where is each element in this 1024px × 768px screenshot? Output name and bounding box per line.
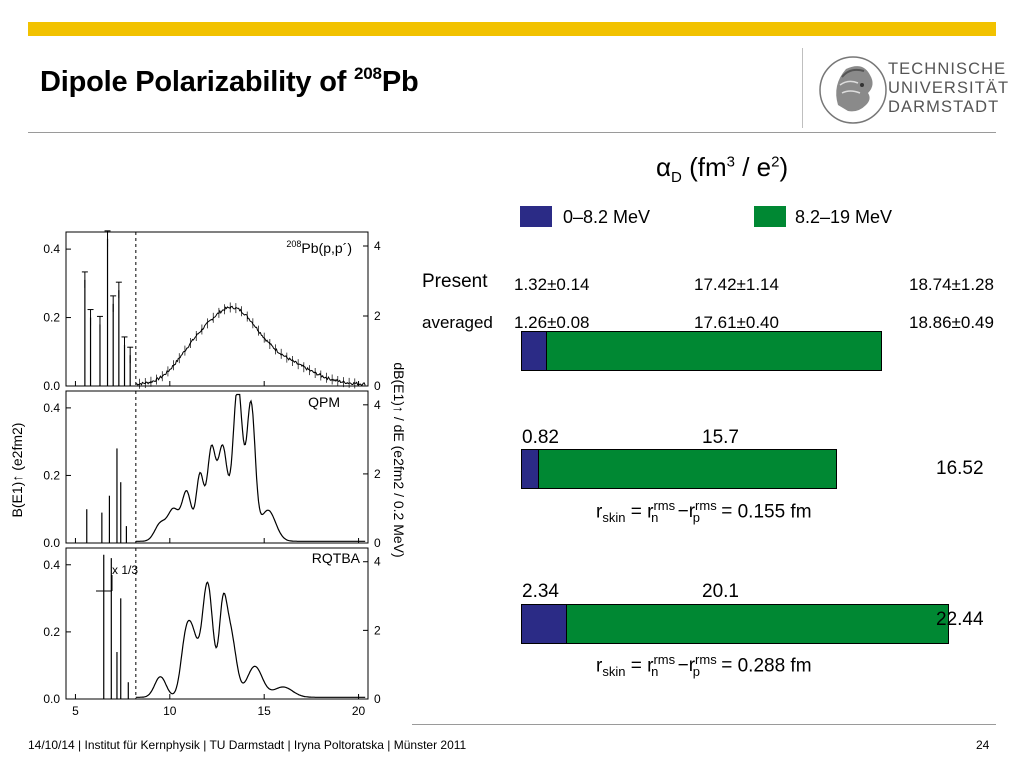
- panel-frame: [65, 231, 369, 387]
- legend-swatch-low: [520, 206, 552, 227]
- e1-strength-spectrum-figure: 0.0 0.2 0.4 0 2 4 0.0 0.2 0.4 0 2 4 0.0 0.2 0.4 0 2 4 208P…: [9, 230, 407, 718]
- averaged-bar: [521, 331, 882, 371]
- right-tick-label: 0: [374, 692, 381, 706]
- left-tick-label: 0.2: [43, 311, 60, 325]
- right-tick-label: 4: [374, 398, 381, 412]
- panel-label-rqtba: RQTBA: [312, 550, 361, 566]
- averaged-low-value: 1.26±0.08: [514, 313, 590, 332]
- qpm-low-label: 0.82: [522, 427, 559, 448]
- tu-darmstadt-wordmark: TECHNISCHE UNIVERSITÄT DARMSTADT: [888, 60, 1010, 116]
- x-tick-label: 5: [72, 704, 79, 718]
- panel-frame: [65, 390, 369, 544]
- accent-bar: [28, 22, 996, 36]
- right-tick-label: 0: [374, 379, 381, 393]
- right-tick-label: 0: [374, 536, 381, 550]
- rqtba-total-label: 22.44: [936, 609, 984, 630]
- present-label: Present: [422, 271, 488, 292]
- averaged-bar-high-segment: [545, 332, 881, 370]
- panel-label-qpm: QPM: [308, 394, 340, 410]
- x-tick-label: 10: [163, 704, 177, 718]
- present-high-value: 17.42±1.14: [694, 275, 779, 294]
- strength-curve: [135, 581, 366, 698]
- present-low-value: 1.32±0.14: [514, 275, 590, 294]
- right-tick-label: 4: [374, 239, 381, 253]
- qpm-bar-low-segment: [522, 450, 538, 488]
- present-total-value: 18.74±1.28: [909, 275, 994, 294]
- rqtba-high-label: 20.1: [702, 581, 739, 602]
- averaged-high-value: 17.61±0.40: [694, 313, 779, 332]
- scale-annotation: x 1/3: [112, 563, 138, 577]
- slide-title: Dipole Polarizability of 208Pb: [40, 64, 419, 98]
- right-tick-label: 2: [374, 309, 381, 323]
- qpm-bar-high-segment: [537, 450, 836, 488]
- legend-swatch-high: [754, 206, 786, 227]
- qpm-skin-formula: rskin = rrmsn −rrmsp = 0.155 fm: [596, 498, 812, 526]
- left-tick-label: 0.0: [43, 379, 60, 393]
- rqtba-bar-low-segment: [522, 605, 567, 643]
- left-tick-label: 0.4: [43, 558, 60, 572]
- tu-darmstadt-athena-logo-icon: [819, 56, 887, 124]
- left-tick-label: 0.2: [43, 468, 60, 482]
- qpm-bar: [521, 449, 837, 489]
- averaged-label: averaged: [422, 313, 493, 332]
- right-tick-label: 2: [374, 623, 381, 637]
- footer-text: 14/10/14 | Institut für Kernphysik | TU …: [28, 738, 467, 752]
- left-tick-label: 0.4: [43, 242, 60, 256]
- logo-divider: [802, 48, 803, 128]
- rqtba-skin-formula: rskin = rrmsn −rrmsp = 0.288 fm: [596, 652, 812, 680]
- alpha-d-heading: αD (fm3 / e2): [656, 152, 789, 187]
- header-rule: [28, 132, 996, 133]
- left-tick-label: 0.2: [43, 625, 60, 639]
- left-tick-label: 0.0: [43, 692, 60, 706]
- qpm-high-label: 15.7: [702, 427, 739, 448]
- x-tick-label: 20: [352, 704, 366, 718]
- left-axis-label: B(E1)↑ (e2fm2): [9, 423, 25, 518]
- legend-label-low: 0–8.2 MeV: [563, 207, 651, 227]
- footer-rule: [412, 724, 996, 725]
- page-number: 24: [976, 738, 990, 752]
- rqtba-bar-high-segment: [566, 605, 949, 643]
- averaged-bar-low-segment: [522, 332, 546, 370]
- left-tick-label: 0.0: [43, 536, 60, 550]
- legend-label-high: 8.2–19 MeV: [795, 207, 893, 227]
- x-tick-label: 15: [258, 704, 272, 718]
- averaged-total-value: 18.86±0.49: [909, 313, 994, 332]
- qpm-total-label: 16.52: [936, 458, 984, 479]
- right-tick-label: 4: [374, 555, 381, 569]
- strength-curve: [135, 305, 366, 386]
- strength-curve: [135, 393, 366, 542]
- rqtba-bar: [521, 604, 950, 644]
- right-tick-label: 2: [374, 467, 381, 481]
- panel-label-pb: 208Pb(p,p´): [286, 239, 352, 256]
- panel-frame: [65, 547, 369, 700]
- rqtba-low-label: 2.34: [522, 581, 559, 602]
- left-tick-label: 0.4: [43, 401, 60, 415]
- right-axis-label: dB(E1)↑ / dE (e2fm2 / 0.2 MeV): [391, 362, 407, 557]
